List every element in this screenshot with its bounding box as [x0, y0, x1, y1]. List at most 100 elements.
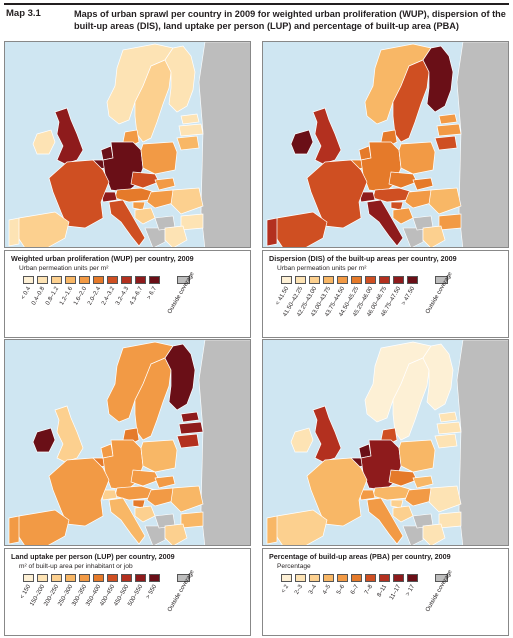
country-pt — [8, 515, 20, 545]
country-it — [108, 497, 146, 545]
country-cz — [130, 171, 160, 189]
legend-dis: Dispersion (DIS) of the built-up areas p… — [262, 250, 509, 338]
country-gr — [422, 523, 446, 545]
country-pl — [398, 439, 436, 473]
country-hr — [392, 505, 414, 523]
legend-swatch — [351, 276, 362, 284]
map-lup — [4, 339, 251, 546]
country-pt — [8, 217, 20, 247]
map-pba — [262, 339, 509, 546]
country-fi — [422, 343, 454, 411]
legend-swatch — [393, 276, 404, 284]
legend-swatch — [407, 276, 418, 284]
country-sk — [412, 475, 434, 489]
country-es — [16, 211, 70, 247]
country-cz — [388, 469, 418, 487]
country-gr — [164, 523, 188, 545]
map-wup — [4, 41, 251, 248]
country-es — [274, 509, 328, 545]
country-uk — [312, 405, 342, 463]
map-dis — [262, 41, 509, 248]
country-sk — [154, 177, 176, 191]
legend-swatch — [149, 574, 160, 582]
map-svg-pba — [266, 340, 508, 545]
legend-swatch — [379, 276, 390, 284]
country-sk — [154, 475, 176, 489]
legend-swatch — [323, 276, 334, 284]
map-number: Map 3.1 — [6, 8, 41, 19]
outside-coverage-area — [144, 227, 166, 247]
legend-lup: Land uptake per person (LUP) per country… — [4, 548, 251, 636]
country-nl — [358, 145, 372, 161]
legend-swatch — [393, 574, 404, 582]
country-ie — [32, 427, 56, 453]
legend-swatch — [93, 574, 104, 582]
legend-swatch — [65, 276, 76, 284]
legend-swatch — [65, 574, 76, 582]
country-ro — [428, 187, 462, 215]
country-uk — [54, 405, 84, 463]
country-hr — [134, 505, 156, 523]
country-uk — [54, 107, 84, 165]
country-fr — [48, 457, 110, 527]
legend-swatch — [79, 276, 90, 284]
map-header: Map 3.1 Maps of urban sprawl per country… — [4, 3, 509, 41]
country-hr — [134, 207, 156, 225]
country-ie — [290, 129, 314, 155]
outside-coverage-area — [402, 525, 424, 545]
legend-title: Percentage of build-up areas (PBA) per c… — [269, 552, 451, 561]
country-gr — [422, 225, 446, 247]
country-lt — [176, 433, 200, 449]
country-bg — [438, 213, 462, 231]
country-fr — [48, 159, 110, 229]
legend-title: Weighted urban proliferation (WUP) per c… — [11, 254, 194, 263]
country-ie — [32, 129, 56, 155]
country-it — [108, 199, 146, 247]
country-hu — [404, 487, 436, 507]
country-pl — [140, 439, 178, 473]
country-pt — [266, 217, 278, 247]
country-fi — [164, 343, 196, 411]
legend-swatch — [365, 276, 376, 284]
panel-dis: Dispersion (DIS) of the built-up areas p… — [262, 41, 509, 340]
country-ro — [170, 485, 204, 513]
country-hu — [146, 487, 178, 507]
legend-swatch — [51, 574, 62, 582]
outside-coverage-area — [402, 227, 424, 247]
country-es — [274, 211, 328, 247]
legend-outside-label: Outside coverage — [167, 271, 196, 315]
country-ro — [170, 187, 204, 215]
legend-swatch — [337, 574, 348, 582]
outside-coverage-area — [144, 525, 166, 545]
legend-swatch — [79, 574, 90, 582]
legend-outside-label: Outside coverage — [425, 569, 454, 613]
country-fr — [306, 159, 368, 229]
map-svg-dis — [266, 42, 508, 247]
country-fi — [422, 45, 454, 113]
outside-coverage-area — [456, 42, 508, 247]
country-cz — [388, 171, 418, 189]
country-lt — [176, 135, 200, 151]
country-ee — [180, 411, 200, 423]
country-cz — [130, 469, 160, 487]
legend-outside-label: Outside coverage — [167, 569, 196, 613]
legend-outside-swatch — [435, 574, 448, 582]
country-ee — [438, 113, 458, 125]
outside-coverage-area — [198, 340, 250, 545]
legend-swatch — [323, 574, 334, 582]
legend-swatch — [37, 276, 48, 284]
country-nl — [100, 145, 114, 161]
legend-title: Dispersion (DIS) of the built-up areas p… — [269, 254, 457, 263]
country-it — [366, 199, 404, 247]
legend-swatch — [135, 574, 146, 582]
country-sk — [412, 177, 434, 191]
country-fi — [164, 45, 196, 113]
legend-unit: Urban permeation units per m² — [277, 265, 367, 272]
country-hu — [404, 189, 436, 209]
legend-outside-label: Outside coverage — [425, 271, 454, 315]
map-svg-wup — [8, 42, 250, 247]
country-pl — [140, 141, 178, 175]
country-it — [366, 497, 404, 545]
legend-swatch — [365, 574, 376, 582]
legend-swatch — [121, 574, 132, 582]
